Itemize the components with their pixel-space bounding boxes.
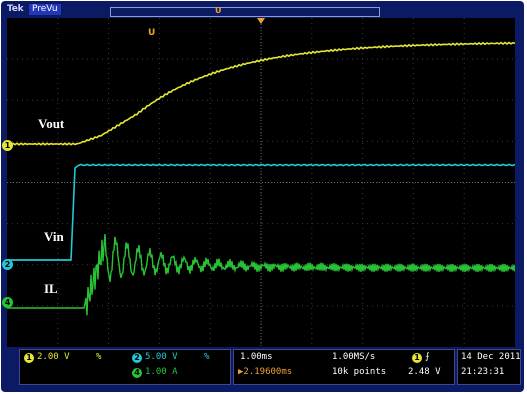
ch2-scale-value: 5.00 V (145, 352, 178, 362)
ch4-scale-value: 1.00 A (145, 367, 178, 377)
vin-trace (78, 163, 515, 167)
vout-trace (7, 41, 515, 146)
trigger-position-marker: U (215, 6, 222, 15)
ch2-ground-marker[interactable]: 2 (2, 259, 13, 270)
trigger-level: 2.48 V (408, 367, 441, 377)
acquisition-mode-badge: PreVu (29, 4, 61, 15)
trigger-source-badge: 1 (412, 353, 422, 363)
brand-logo: Tek (7, 4, 24, 14)
record-view-bar[interactable] (110, 7, 380, 17)
ch1-ground-marker[interactable]: 1 (2, 140, 13, 151)
ch4-scale[interactable]: 4 1.00 A (132, 367, 178, 378)
ch1-bw-icon: % (96, 352, 102, 362)
date: 14 Dec 2011 (461, 352, 521, 362)
ch2-bw-icon: % (204, 352, 210, 362)
rising-edge-icon: ⨍ (425, 352, 430, 362)
graticule-grid (7, 18, 515, 347)
trigger-source[interactable]: 1 ⨍ (412, 352, 430, 363)
vin-trace-step (7, 164, 80, 261)
il-trace (7, 233, 515, 316)
time-scale: 1.00ms (240, 352, 273, 362)
time: 21:23:31 (461, 367, 505, 377)
ch2-badge: 2 (132, 353, 142, 363)
datetime-panel: 14 Dec 2011 21:23:31 (457, 349, 521, 385)
trigger-time-marker (257, 18, 265, 24)
il-label: IL (44, 281, 58, 296)
ch2-scale[interactable]: 2 5.00 V (132, 352, 178, 363)
horizontal-position[interactable]: ▶2.19600ms (238, 367, 293, 377)
status-bar: 1 2.00 V % 2 5.00 V % 4 1.00 A 1.00ms 1.00M… (7, 347, 522, 387)
ch1-scale[interactable]: 1 2.00 V (24, 352, 70, 363)
position-arrow-icon: ▶ (238, 367, 244, 377)
vout-label: Vout (38, 116, 65, 131)
channel-settings-panel[interactable]: 1 2.00 V % 2 5.00 V % 4 1.00 A (19, 349, 231, 385)
sample-rate: 1.00MS/s (332, 352, 376, 362)
timebase-panel[interactable]: 1.00ms 1.00MS/s ▶2.19600ms 10k points 1 ⨍… (233, 349, 455, 385)
trigger-point-marker: U (148, 28, 156, 38)
ch4-badge: 4 (132, 368, 142, 378)
waveform-display[interactable] (7, 18, 515, 347)
vin-label: Vin (44, 229, 64, 244)
ch1-badge: 1 (24, 353, 34, 363)
ch1-scale-value: 2.00 V (37, 352, 70, 362)
record-length: 10k points (332, 367, 387, 377)
ch4-ground-marker[interactable]: 4 (2, 297, 13, 308)
